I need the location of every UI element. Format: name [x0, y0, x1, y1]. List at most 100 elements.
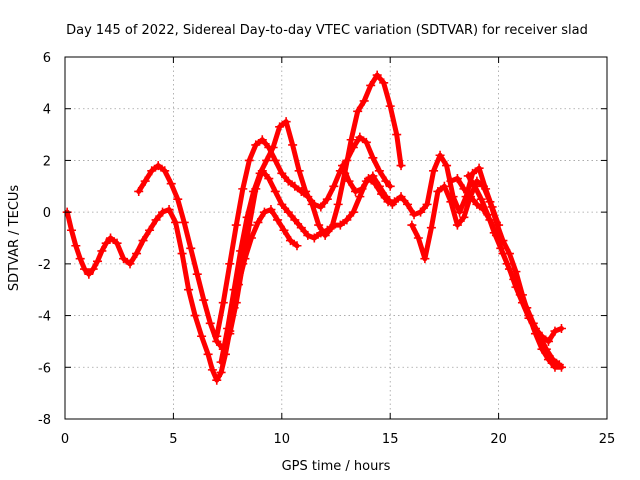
y-tick-label: 2 [43, 154, 51, 169]
data-point [158, 207, 168, 217]
x-tick-label: 0 [61, 432, 69, 447]
data-point [290, 215, 300, 225]
data-point [489, 228, 499, 238]
data-point [197, 331, 207, 341]
series-sat-D [216, 70, 406, 367]
data-point [329, 181, 339, 191]
data-point [270, 155, 280, 165]
data-point [177, 249, 187, 259]
x-tick-labels: 0 5 10 15 20 25 [61, 432, 615, 447]
data-point [153, 161, 163, 171]
data-point [216, 357, 226, 367]
data-point [106, 233, 116, 243]
data-point [426, 223, 436, 233]
data-point [368, 153, 378, 163]
data-point [231, 220, 241, 230]
data-point [253, 217, 263, 227]
data-point [396, 161, 406, 171]
data-point [171, 217, 181, 227]
data-point [407, 220, 417, 230]
data-point [420, 254, 430, 264]
data-point [67, 225, 77, 235]
data-point [166, 179, 176, 189]
data-point [543, 336, 553, 346]
data-point [301, 186, 311, 196]
data-point [244, 155, 254, 165]
axis-ticks [64, 56, 608, 420]
data-point [140, 176, 150, 186]
y-tick-label: -2 [38, 258, 51, 273]
data-point [71, 241, 81, 251]
data-point [364, 174, 374, 184]
data-point [342, 215, 352, 225]
data-point [307, 199, 317, 209]
data-point [190, 311, 200, 321]
data-point [409, 210, 419, 220]
data-point [474, 163, 484, 173]
data-point [465, 192, 475, 202]
chart-title: Day 145 of 2022, Sidereal Day-to-day VTE… [66, 23, 588, 38]
data-point [396, 192, 406, 202]
x-tick-label: 5 [169, 432, 177, 447]
data-point [320, 230, 330, 240]
data-point [556, 324, 566, 333]
data-point [522, 303, 532, 313]
data-point [236, 246, 246, 256]
data-point [84, 269, 94, 279]
data-point [264, 174, 274, 184]
data-point [459, 212, 469, 222]
data-point [439, 181, 449, 191]
data-point [355, 192, 365, 202]
data-point [452, 220, 462, 230]
data-point [379, 78, 389, 88]
data-point [452, 174, 462, 184]
data-point [335, 220, 345, 230]
data-point [385, 181, 395, 191]
data-point [145, 225, 155, 235]
data-point [550, 326, 560, 336]
data-point [316, 202, 326, 212]
data-point [132, 249, 142, 259]
data-point [138, 236, 148, 246]
series-sat-A [62, 205, 302, 385]
data-point [509, 274, 519, 284]
data-point [361, 137, 371, 147]
data-point [433, 186, 443, 196]
data-point [134, 186, 144, 196]
data-point [147, 166, 157, 176]
data-point [314, 220, 324, 230]
data-point [251, 140, 261, 150]
data-point [348, 207, 358, 217]
data-point [257, 135, 267, 145]
y-tick-label: -8 [38, 413, 51, 428]
data-point [101, 238, 111, 248]
data-point [97, 246, 107, 256]
data-point [212, 331, 222, 341]
data-point [173, 194, 183, 204]
data-point [515, 290, 525, 300]
data-point [294, 166, 304, 176]
data-point [151, 215, 161, 225]
data-point [296, 223, 306, 233]
data-point [327, 223, 337, 233]
data-point [322, 194, 332, 204]
data-point [446, 197, 456, 207]
data-point [416, 207, 426, 217]
data-point [381, 176, 391, 186]
data-point [249, 186, 259, 196]
data-point [413, 233, 423, 243]
data-point [164, 205, 174, 215]
series-line [136, 163, 395, 352]
data-point [478, 181, 488, 191]
data-point [442, 161, 452, 171]
data-point [459, 184, 469, 194]
data-point [485, 197, 495, 207]
data-point [119, 254, 129, 264]
data-point [255, 168, 265, 178]
data-point [528, 318, 538, 328]
data-point [285, 236, 295, 246]
data-point [470, 181, 480, 191]
data-point [242, 212, 252, 222]
data-point [390, 197, 400, 207]
